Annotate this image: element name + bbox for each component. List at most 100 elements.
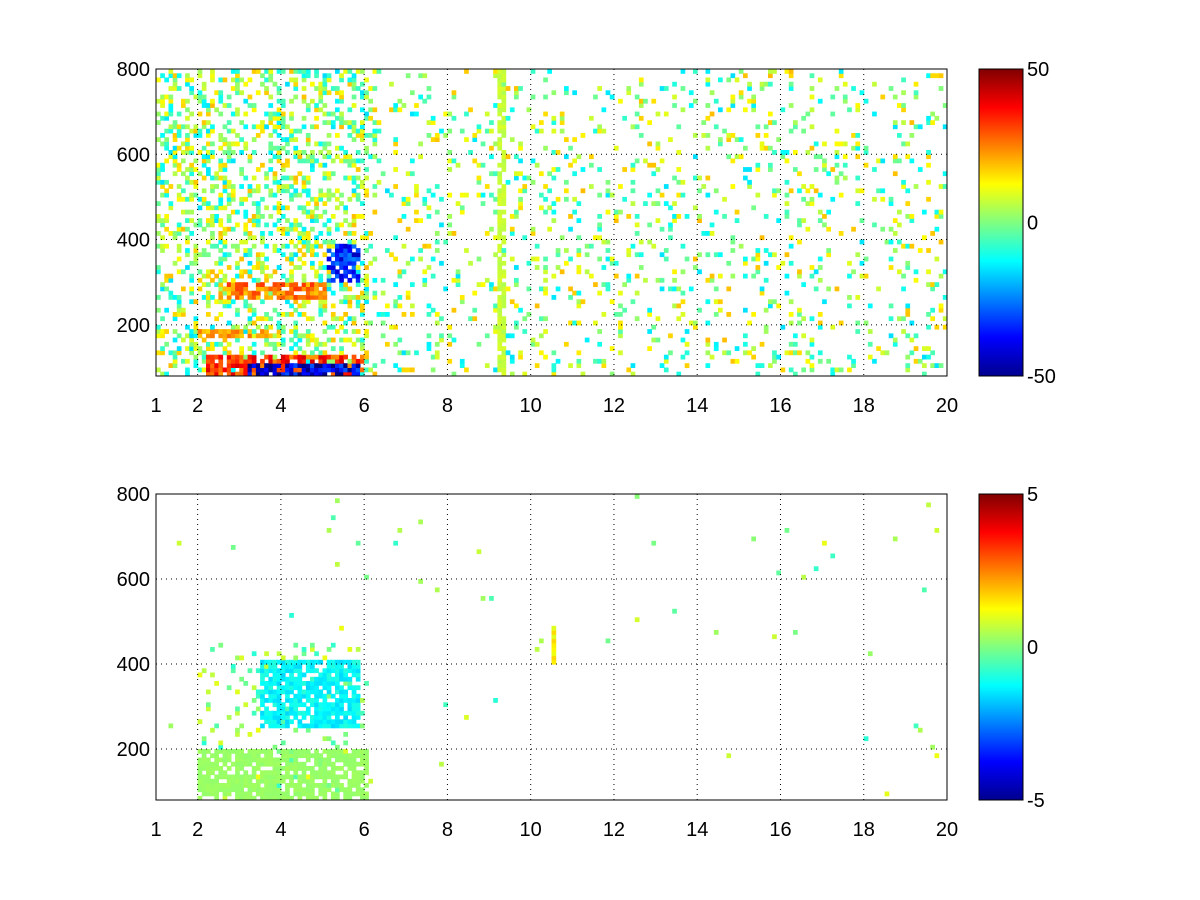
top-heatmap-cell <box>705 363 711 368</box>
top-heatmap-cell <box>501 346 507 351</box>
top-heatmap-cell <box>626 367 632 373</box>
top-heatmap-cell <box>672 218 677 223</box>
top-heatmap-cell <box>426 214 432 219</box>
top-heatmap-cell <box>226 103 232 108</box>
top-heatmap-cell <box>314 158 319 164</box>
top-heatmap-cell <box>322 363 328 368</box>
top-heatmap-cell <box>181 312 186 317</box>
top-heatmap-cell <box>393 341 398 347</box>
top-heatmap-cell <box>738 94 744 100</box>
top-heatmap-cell <box>230 371 236 376</box>
top-heatmap-cell <box>938 273 944 279</box>
top-heatmap-cell <box>817 320 823 326</box>
top-heatmap-cell <box>230 243 236 249</box>
top-heatmap-cell <box>314 367 319 373</box>
top-heatmap-cell <box>210 69 215 74</box>
bottom-heatmap-cell <box>268 659 274 665</box>
top-heatmap-cell <box>343 218 348 223</box>
top-heatmap-cell <box>243 145 249 151</box>
top-heatmap-cell <box>181 141 186 147</box>
top-heatmap-cell <box>697 269 702 275</box>
top-heatmap-cell <box>218 239 224 245</box>
top-heatmap-cell <box>693 98 698 104</box>
top-heatmap-cell <box>285 81 290 87</box>
top-heatmap-cell <box>293 307 299 313</box>
top-heatmap-cell <box>330 324 336 330</box>
top-heatmap-cell <box>576 201 582 206</box>
top-heatmap-cell <box>514 209 519 215</box>
bottom-heatmap-cell <box>272 761 278 767</box>
top-heatmap-cell <box>210 341 215 347</box>
top-x-tick-label: 10 <box>520 395 542 417</box>
top-heatmap-cell <box>501 222 507 228</box>
top-heatmap-cell <box>297 235 303 241</box>
top-heatmap-cell <box>788 86 794 91</box>
top-heatmap-cell <box>901 141 906 147</box>
top-heatmap-cell <box>826 248 831 253</box>
top-heatmap-cell <box>493 103 498 108</box>
top-heatmap-cell <box>230 286 236 292</box>
top-heatmap-cell <box>255 282 261 287</box>
bottom-heatmap-cells <box>168 494 940 800</box>
top-heatmap-cell <box>210 218 215 223</box>
top-heatmap-cell <box>743 273 748 279</box>
top-heatmap-cell <box>343 282 348 287</box>
top-heatmap-cell <box>268 286 274 292</box>
bottom-heatmap-cell <box>330 766 336 771</box>
bottom-heatmap-cell <box>322 787 328 793</box>
bottom-heatmap-cell <box>235 727 240 733</box>
top-heatmap-cell <box>534 265 540 270</box>
bottom-heatmap-cell <box>260 791 265 797</box>
top-heatmap-cell <box>264 77 269 83</box>
top-heatmap-cell <box>264 171 269 177</box>
top-heatmap-cell <box>276 248 282 253</box>
top-heatmap-cell <box>459 128 465 134</box>
top-heatmap-cell <box>322 171 328 177</box>
bottom-heatmap-cell <box>285 783 290 788</box>
bottom-heatmap-cell <box>214 723 219 729</box>
top-heatmap-cell <box>684 329 690 334</box>
top-heatmap-cell <box>210 367 215 373</box>
top-heatmap-cell <box>426 188 432 194</box>
top-heatmap-cell <box>684 363 690 368</box>
top-heatmap-cell <box>168 98 174 104</box>
top-heatmap-cell <box>872 222 877 228</box>
top-heatmap-cell <box>185 248 190 253</box>
top-heatmap-cell <box>326 358 332 364</box>
top-heatmap-cell <box>418 73 423 79</box>
top-heatmap-cell <box>280 371 286 376</box>
bottom-heatmap-cell <box>264 778 269 784</box>
bottom-heatmap-cell <box>335 783 340 788</box>
top-heatmap-cell <box>788 69 794 74</box>
top-heatmap-cell <box>193 252 199 258</box>
top-heatmap-cell <box>210 295 215 300</box>
bottom-heatmap-cell <box>322 770 328 776</box>
top-heatmap-cell <box>160 115 165 121</box>
top-heatmap-cell <box>763 324 769 330</box>
top-heatmap-cell <box>422 277 428 283</box>
top-heatmap-cell <box>322 354 328 360</box>
top-heatmap-cell <box>243 290 249 296</box>
bottom-heatmap-cell <box>335 753 340 759</box>
top-heatmap-cell <box>318 243 324 249</box>
top-heatmap-cell <box>364 150 369 155</box>
top-heatmap-cell <box>347 252 353 258</box>
top-heatmap-cell <box>551 295 557 300</box>
top-heatmap-cell <box>713 299 719 305</box>
top-heatmap-cell <box>709 277 715 283</box>
bottom-heatmap-cell <box>351 715 357 720</box>
top-heatmap-cell <box>564 86 569 91</box>
bottom-heatmap-cell <box>322 795 328 800</box>
top-heatmap-cell <box>580 133 586 138</box>
bottom-heatmap-cell <box>260 681 265 686</box>
top-heatmap-cell <box>343 273 348 279</box>
top-heatmap-cell <box>326 277 332 283</box>
bottom-heatmap-cell <box>201 778 207 784</box>
bottom-heatmap-cell <box>214 757 219 763</box>
top-heatmap-cell <box>260 81 265 87</box>
top-heatmap-cell <box>539 350 544 356</box>
top-heatmap-cell <box>285 158 290 164</box>
top-heatmap-cell <box>576 358 582 364</box>
top-heatmap-cell <box>355 248 361 253</box>
top-heatmap-cell <box>393 324 398 330</box>
